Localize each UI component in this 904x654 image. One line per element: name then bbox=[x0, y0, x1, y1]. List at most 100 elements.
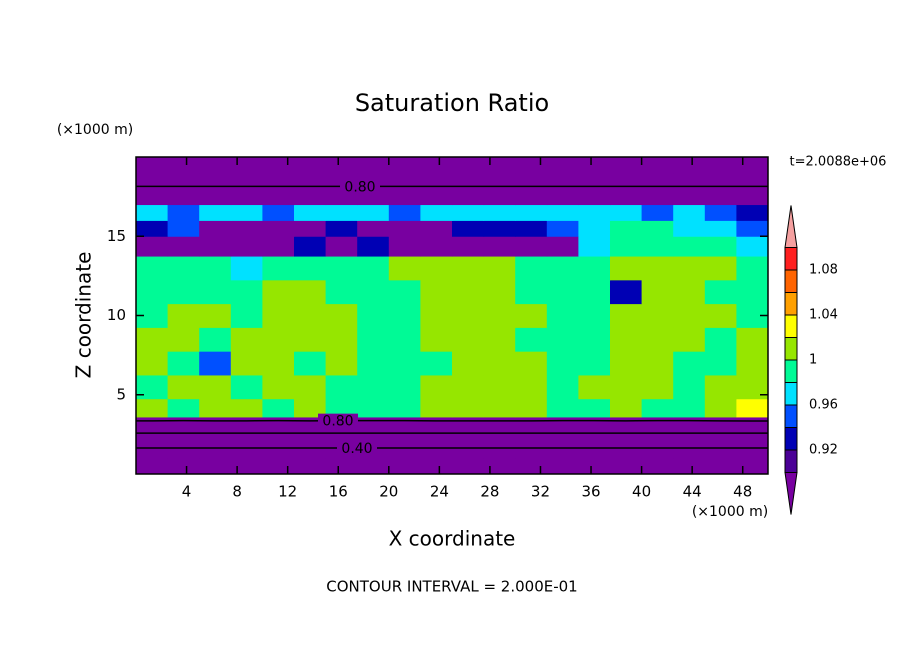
colorbar-tick-label: 0.92 bbox=[809, 443, 838, 458]
field-cell bbox=[262, 327, 295, 352]
field-cell bbox=[736, 157, 769, 174]
field-cell bbox=[388, 236, 421, 257]
field-cell bbox=[578, 157, 611, 174]
field-cell bbox=[388, 351, 421, 376]
field-cell bbox=[167, 157, 200, 174]
field-cell bbox=[199, 428, 232, 443]
field-cell bbox=[136, 351, 169, 376]
field-cell bbox=[610, 398, 643, 418]
field-cell bbox=[262, 236, 295, 257]
field-cell bbox=[483, 416, 516, 430]
field-cell bbox=[515, 398, 548, 418]
field-cell bbox=[578, 256, 611, 281]
field-cell bbox=[483, 236, 516, 257]
field-cell bbox=[452, 236, 485, 257]
field-cell bbox=[357, 236, 390, 257]
x-tick-label: 48 bbox=[733, 483, 752, 501]
field-cell bbox=[167, 188, 200, 206]
field-cell bbox=[578, 172, 611, 190]
field-cell bbox=[294, 279, 327, 305]
field-cell bbox=[262, 374, 295, 400]
field-cell bbox=[420, 442, 453, 459]
colorbar-segment bbox=[784, 404, 798, 428]
field-cell bbox=[515, 188, 548, 206]
field-cell bbox=[736, 398, 769, 418]
x-tick-label: 12 bbox=[278, 483, 297, 501]
field-cell bbox=[136, 374, 169, 400]
field-cell bbox=[420, 172, 453, 190]
field-cell bbox=[357, 398, 390, 418]
field-cell bbox=[388, 157, 421, 174]
field-cell bbox=[483, 256, 516, 281]
colorbar-tick-label: 0.96 bbox=[809, 398, 838, 413]
field-cell bbox=[546, 188, 579, 206]
field-cell bbox=[294, 303, 327, 328]
field-cell bbox=[641, 351, 674, 376]
field-cell bbox=[452, 374, 485, 400]
field-cell bbox=[641, 157, 674, 174]
field-cell bbox=[294, 220, 327, 237]
field-cell bbox=[420, 220, 453, 237]
field-cell bbox=[641, 188, 674, 206]
field-cell bbox=[546, 442, 579, 459]
field-cell bbox=[167, 279, 200, 305]
field-cell bbox=[546, 157, 579, 174]
field-cell bbox=[262, 172, 295, 190]
field-cell bbox=[483, 442, 516, 459]
field-cell bbox=[673, 157, 706, 174]
field-cell bbox=[610, 220, 643, 237]
field-cell bbox=[578, 351, 611, 376]
field-cell bbox=[262, 279, 295, 305]
field-cell bbox=[610, 374, 643, 400]
field-cell bbox=[673, 442, 706, 459]
field-cell bbox=[452, 428, 485, 443]
field-cell bbox=[483, 303, 516, 328]
field-cell bbox=[420, 428, 453, 443]
colorbar-segment bbox=[784, 269, 798, 293]
field-cell bbox=[578, 458, 611, 475]
field-cell bbox=[357, 279, 390, 305]
field-cell bbox=[578, 374, 611, 400]
field-cell bbox=[673, 204, 706, 221]
field-cell bbox=[515, 236, 548, 257]
field-cell bbox=[736, 204, 769, 221]
field-cell bbox=[704, 442, 737, 459]
field-cell bbox=[230, 458, 263, 475]
field-cell bbox=[230, 279, 263, 305]
field-cell bbox=[673, 188, 706, 206]
field-cell bbox=[199, 172, 232, 190]
field-cell bbox=[673, 236, 706, 257]
field-cell bbox=[610, 327, 643, 352]
field-cell bbox=[136, 256, 169, 281]
field-cell bbox=[167, 398, 200, 418]
field-cell bbox=[578, 428, 611, 443]
field-cell bbox=[136, 428, 169, 443]
field-cell bbox=[610, 303, 643, 328]
field-cell bbox=[420, 188, 453, 206]
field-cell bbox=[673, 172, 706, 190]
x-tick-label: 20 bbox=[379, 483, 398, 501]
field-cell bbox=[420, 256, 453, 281]
field-cell bbox=[578, 279, 611, 305]
field-cell bbox=[546, 172, 579, 190]
field-cell bbox=[199, 157, 232, 174]
field-cell bbox=[388, 327, 421, 352]
colorbar-segment bbox=[784, 314, 798, 338]
field-cell bbox=[167, 256, 200, 281]
field-cell bbox=[262, 428, 295, 443]
field-cell bbox=[546, 220, 579, 237]
field-cell bbox=[736, 220, 769, 237]
field-cell bbox=[610, 351, 643, 376]
field-cell bbox=[199, 458, 232, 475]
field-cell bbox=[388, 204, 421, 221]
x-tick-label: 16 bbox=[329, 483, 348, 501]
field-cell bbox=[610, 188, 643, 206]
field-cell bbox=[388, 172, 421, 190]
field-cell bbox=[199, 256, 232, 281]
field-cell bbox=[546, 256, 579, 281]
field-cell bbox=[388, 416, 421, 430]
field-cell bbox=[704, 428, 737, 443]
colorbar-tick-label: 1.04 bbox=[809, 308, 838, 323]
field-cell bbox=[641, 204, 674, 221]
x-tick-label: 44 bbox=[683, 483, 702, 501]
